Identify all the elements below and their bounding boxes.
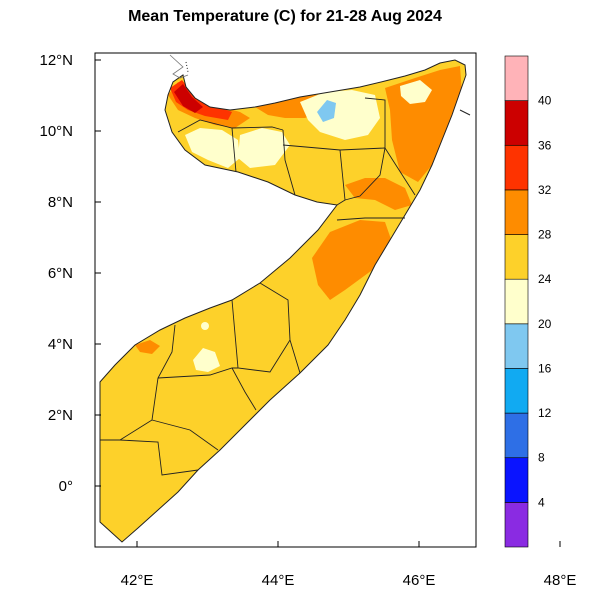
colorbar-swatch bbox=[504, 412, 529, 459]
temp-band-20-24-south bbox=[193, 348, 220, 372]
colorbar-swatch bbox=[504, 55, 529, 101]
temp-band-20-24-north bbox=[300, 90, 380, 140]
tip-marker bbox=[459, 109, 471, 116]
map-title: Mean Temperature (C) for 21-28 Aug 2024 bbox=[128, 8, 442, 25]
y-tick-label: 8°N bbox=[48, 194, 73, 211]
neighbour-border bbox=[169, 54, 189, 79]
temp-band-36-40-coast bbox=[174, 84, 203, 113]
colorbar-swatch bbox=[504, 189, 529, 235]
temp-band-28-32-central bbox=[312, 220, 393, 300]
colorbar-label: 28 bbox=[538, 228, 552, 242]
colorbar: 4 8 12 16 20 24 28 32 36 40 bbox=[504, 55, 552, 548]
colorbar-label: 12 bbox=[538, 406, 552, 420]
temp-band-20-24-northeast bbox=[400, 80, 432, 104]
x-tick-label: 46°E bbox=[403, 572, 436, 589]
y-tick-label: 2°N bbox=[48, 407, 73, 424]
colorbar-label: 32 bbox=[538, 183, 552, 197]
colorbar-label: 40 bbox=[538, 94, 552, 108]
x-tick-label: 42°E bbox=[121, 572, 154, 589]
temp-band-20-24-spot bbox=[201, 322, 209, 330]
y-tick-label: 6°N bbox=[48, 265, 73, 282]
x-axis: 42°E44°E46°E48°E50°E bbox=[121, 541, 577, 589]
colorbar-swatch bbox=[504, 457, 529, 503]
somalia-outline bbox=[99, 59, 467, 543]
admin-borders bbox=[100, 97, 416, 476]
y-tick-label: 4°N bbox=[48, 336, 73, 353]
temp-band-20-24-northwest bbox=[185, 128, 240, 168]
colorbar-swatch bbox=[504, 323, 529, 369]
colorbar-swatch bbox=[504, 234, 529, 280]
temp-band-28-32-east bbox=[345, 178, 412, 210]
colorbar-swatch bbox=[504, 100, 529, 146]
y-tick-label: 10°N bbox=[39, 123, 73, 140]
colorbar-label: 36 bbox=[538, 138, 552, 152]
temp-band-16-20-north bbox=[317, 100, 336, 122]
colorbar-label: 20 bbox=[538, 317, 552, 331]
x-tick-label: 44°E bbox=[262, 572, 295, 589]
temp-band-28-32-south bbox=[135, 340, 160, 354]
y-tick-label: 0° bbox=[59, 478, 73, 495]
colorbar-label: 4 bbox=[538, 495, 545, 509]
temp-band-20-24-plateau bbox=[238, 128, 290, 168]
colorbar-swatch bbox=[504, 144, 529, 191]
colorbar-swatch bbox=[504, 368, 529, 414]
colorbar-label: 16 bbox=[538, 361, 552, 375]
colorbar-label: 24 bbox=[538, 272, 552, 286]
x-tick-label: 48°E bbox=[544, 572, 577, 589]
colorbar-label: 8 bbox=[538, 451, 545, 465]
colorbar-swatch bbox=[504, 502, 529, 548]
y-axis: 0° 2°N 4°N 6°N 8°N 10°N 12°N bbox=[39, 52, 101, 495]
colorbar-swatch bbox=[504, 278, 529, 325]
y-tick-label: 12°N bbox=[39, 52, 73, 69]
